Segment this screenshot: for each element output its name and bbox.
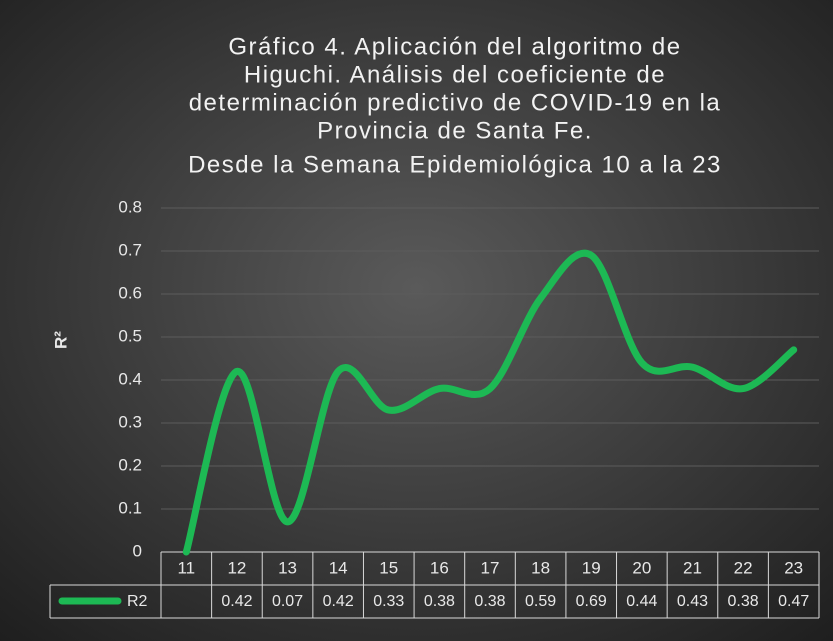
y-tick-label: 0.6 — [118, 283, 142, 302]
y-tick-label: 0.3 — [118, 412, 142, 431]
x-tick-label: 11 — [177, 558, 195, 577]
x-tick-label: 16 — [430, 558, 449, 577]
x-tick-label: 20 — [632, 558, 651, 577]
chart-title: Desde la Semana Epidemiológica 10 a la 2… — [188, 151, 722, 178]
x-tick-label: 22 — [734, 558, 753, 577]
chart-title: Provincia de Santa Fe. — [317, 117, 593, 144]
y-tick-label: 0.8 — [118, 197, 142, 216]
data-table-value: 0.42 — [221, 593, 252, 610]
x-tick-label: 23 — [784, 558, 803, 577]
y-tick-label: 0.7 — [118, 240, 142, 259]
data-table-value: 0.38 — [728, 593, 759, 610]
data-table-value: 0.38 — [474, 593, 505, 610]
data-table-value: 0.69 — [576, 593, 607, 610]
data-table-value: 0.47 — [778, 593, 809, 610]
x-tick-label: 17 — [481, 558, 500, 577]
x-tick-label: 13 — [278, 558, 297, 577]
data-table-value: 0.44 — [626, 593, 657, 610]
y-tick-label: 0.1 — [118, 498, 142, 517]
data-table-value: 0.33 — [373, 593, 404, 610]
x-tick-label: 21 — [683, 558, 702, 577]
x-tick-label: 19 — [582, 558, 601, 577]
y-axis-label: R² — [51, 331, 70, 349]
data-table-value: 0.59 — [525, 593, 556, 610]
y-tick-label: 0.4 — [118, 369, 142, 388]
x-tick-label: 15 — [379, 558, 398, 577]
data-table-value: 0.38 — [424, 593, 455, 610]
legend-label: R2 — [127, 593, 148, 610]
x-tick-label: 12 — [227, 558, 246, 577]
chart-title: Gráfico 4. Aplicación del algoritmo de — [228, 33, 681, 60]
y-tick-label: 0.5 — [118, 326, 142, 345]
x-tick-label: 18 — [531, 558, 550, 577]
line — [182, 249, 798, 556]
data-table-value: 0.07 — [272, 593, 303, 610]
data-table-value: 0.43 — [677, 593, 708, 610]
y-tick-label: 0.2 — [118, 455, 142, 474]
chart-title: determinación predictivo de COVID-19 en … — [189, 89, 722, 116]
chart-title: Higuchi. Análisis del coeficiente de — [244, 61, 666, 88]
data-table-value: 0.42 — [323, 593, 354, 610]
x-tick-label: 14 — [329, 558, 348, 577]
y-tick-label: 0 — [133, 541, 142, 560]
